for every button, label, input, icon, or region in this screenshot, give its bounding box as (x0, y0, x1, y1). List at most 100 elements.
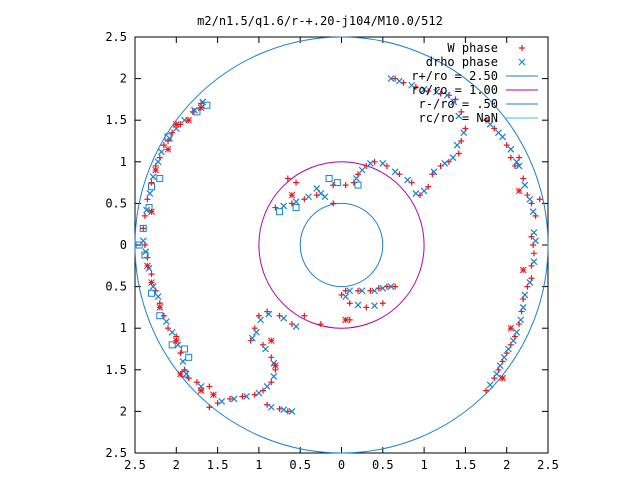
data-point (165, 325, 172, 332)
data-point (154, 158, 162, 166)
y-tick-label: 2 (120, 404, 127, 418)
data-point (496, 362, 504, 370)
data-point (172, 337, 180, 345)
data-point (160, 312, 167, 319)
data-point (379, 160, 387, 167)
data-point (330, 200, 337, 207)
data-point (199, 98, 207, 106)
data-point (139, 224, 147, 232)
data-point (185, 116, 193, 124)
radius-circle (134, 36, 549, 454)
data-point (255, 389, 263, 397)
data-point (536, 196, 543, 203)
data-point (154, 293, 162, 301)
data-point (172, 121, 180, 128)
data-point (395, 77, 403, 85)
data-point (387, 283, 395, 291)
data-point (455, 112, 463, 120)
data-point (513, 158, 521, 166)
data-point (342, 316, 349, 324)
data-point (141, 212, 148, 219)
data-point (148, 208, 155, 216)
y-tick-label: 1 (120, 155, 127, 169)
radius-circles (134, 36, 549, 454)
data-point (507, 145, 515, 153)
data-point (509, 337, 517, 345)
data-point (197, 387, 205, 394)
data-point (441, 160, 449, 167)
data-points (135, 75, 543, 415)
x-tick-label: 1 (255, 458, 262, 472)
data-point (272, 362, 279, 369)
data-point (168, 341, 176, 349)
data-point (139, 237, 147, 245)
y-tick-label: 2.5 (105, 30, 127, 44)
x-tick-label: 1 (420, 458, 427, 472)
data-point (206, 383, 213, 390)
data-point (354, 181, 362, 189)
data-point (420, 85, 428, 93)
data-point (280, 406, 288, 414)
data-point (521, 291, 529, 299)
data-point (257, 316, 264, 324)
data-point (491, 125, 498, 132)
data-point (313, 184, 321, 192)
data-point (301, 312, 308, 319)
series-2 (135, 101, 362, 378)
data-point (453, 141, 461, 149)
chart-title: m2/n1.5/q1.6/r-+.20-j104/M10.0/512 (197, 14, 443, 28)
data-point (270, 373, 278, 380)
data-point (168, 328, 176, 336)
data-point (252, 328, 260, 336)
data-point (243, 392, 250, 400)
data-point (517, 316, 525, 324)
data-point (210, 391, 217, 399)
series-0 (140, 75, 543, 415)
data-point (330, 182, 337, 189)
data-point (146, 189, 154, 197)
data-point (265, 310, 273, 318)
data-point (179, 358, 187, 365)
data-point (455, 150, 462, 157)
data-point (317, 321, 324, 328)
data-point (239, 393, 246, 400)
data-point (519, 266, 527, 274)
series-1 (139, 75, 540, 415)
data-point (162, 318, 170, 325)
series-3 (144, 104, 527, 399)
data-point (152, 166, 160, 174)
data-point (420, 187, 428, 195)
data-point (532, 237, 540, 245)
x-tick-label: 2.5 (537, 458, 559, 472)
data-point (181, 345, 189, 353)
y-tick-label: 2.5 (105, 446, 127, 460)
data-point (288, 407, 296, 415)
x-tick-label: 1.5 (455, 458, 477, 472)
data-point (230, 395, 238, 403)
data-point (507, 154, 514, 161)
legend-label: r+/ro = 2.50 (411, 69, 498, 83)
data-point (483, 117, 490, 124)
data-point (486, 381, 494, 389)
data-point (226, 395, 233, 402)
data-point (185, 353, 193, 361)
data-point (366, 160, 374, 167)
data-point (177, 350, 184, 357)
x-tick-label: 0.5 (289, 458, 311, 472)
data-point (293, 179, 300, 186)
x-tick-label: 2 (503, 458, 510, 472)
data-point (268, 354, 275, 361)
data-point (504, 345, 512, 353)
data-point (530, 258, 538, 266)
data-point (529, 208, 537, 216)
data-point (292, 323, 300, 330)
data-point (342, 182, 349, 189)
data-point (321, 193, 329, 201)
data-point (513, 328, 521, 336)
x-tick-label: 0 (338, 458, 345, 472)
data-point (169, 129, 176, 136)
data-point (206, 404, 213, 411)
data-point (218, 397, 226, 405)
